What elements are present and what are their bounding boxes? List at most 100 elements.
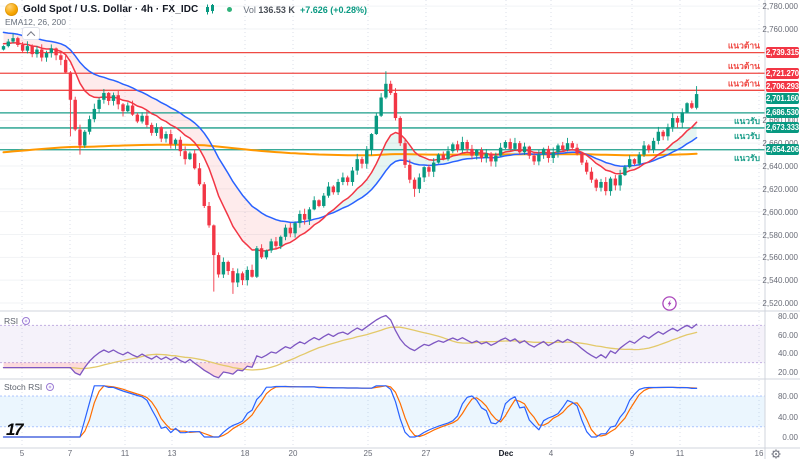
candle	[30, 46, 34, 55]
candle	[331, 186, 336, 193]
candle	[350, 170, 355, 182]
candle	[188, 153, 192, 160]
price-tick: 2,660.000	[762, 139, 798, 148]
candle	[408, 164, 412, 180]
time-tick: 25	[363, 449, 373, 458]
candle	[221, 261, 226, 275]
candle	[259, 248, 264, 258]
chart-type-candles-icon[interactable]	[205, 4, 215, 15]
candle	[49, 48, 53, 53]
candle	[283, 227, 288, 237]
resistance-label: แนวต้าน	[728, 41, 760, 51]
candle	[470, 148, 474, 156]
price-tick: 2,540.000	[762, 276, 798, 286]
candle	[627, 159, 632, 168]
candle	[403, 143, 407, 165]
candle	[116, 95, 120, 105]
time-tick: 4	[548, 449, 554, 458]
time-tick: 11	[120, 449, 130, 458]
support-label: แนวรับ	[734, 116, 760, 126]
stoch-tick: 0.00	[782, 433, 798, 442]
candle	[307, 209, 312, 220]
time-tick: 9	[629, 449, 635, 458]
candle	[508, 142, 512, 149]
candle	[637, 154, 641, 164]
candle	[604, 181, 608, 192]
ema-26-line	[2, 31, 698, 224]
candle	[106, 92, 111, 101]
candle	[78, 129, 82, 146]
candle	[336, 181, 340, 193]
candle	[475, 150, 479, 156]
candle	[584, 162, 589, 172]
candle	[302, 213, 307, 220]
rsi-tick: 80.00	[777, 312, 798, 321]
candle	[618, 175, 622, 186]
ema-legend[interactable]: EMA12, 26, 200	[5, 17, 66, 27]
candle	[441, 154, 445, 160]
candle	[183, 151, 187, 160]
candle	[489, 153, 493, 162]
stoch-rsi-label: Stoch RSI	[4, 382, 43, 392]
candle	[326, 186, 331, 196]
candle	[666, 127, 670, 137]
symbol-header: Gold Spot / U.S. Dollar · 4h · FX_IDC Vo…	[5, 3, 367, 16]
legend-collapse-button[interactable]	[22, 27, 40, 40]
candle	[556, 145, 560, 153]
candle	[575, 147, 579, 154]
candle	[25, 46, 30, 51]
time-axis[interactable]: 5 7 11 13 18 20 25 27 Dec 4 9 11 16	[0, 448, 765, 459]
market-status-dot[interactable]	[227, 7, 233, 12]
candle	[145, 115, 149, 125]
rsi-ma-line	[2, 326, 698, 371]
candle	[546, 148, 551, 159]
candle	[202, 184, 206, 206]
candle	[250, 269, 254, 277]
time-tick: 7	[67, 449, 73, 458]
price-tick: 2,580.000	[762, 230, 798, 240]
level-price-label: 2,686.530	[766, 107, 799, 119]
price-tick: 2,520.000	[762, 299, 798, 308]
symbol-title[interactable]: Gold Spot / U.S. Dollar · 4h · FX_IDC	[23, 4, 199, 15]
candle	[269, 241, 273, 251]
candle	[379, 97, 383, 116]
candle	[355, 159, 359, 171]
candle	[164, 134, 168, 139]
candle	[97, 99, 101, 109]
flash-icon[interactable]	[661, 295, 678, 312]
candle	[446, 151, 450, 160]
price-tick: 2,600.000	[762, 207, 798, 217]
rsi-indicator-icon[interactable]	[22, 317, 31, 325]
ema-lines	[2, 31, 698, 252]
rsi-oversold-fill	[3, 362, 697, 378]
candle	[432, 162, 436, 172]
rsi-pane-label[interactable]: RSI	[4, 316, 31, 326]
candle	[226, 261, 230, 272]
price-axis[interactable]: 2,780.000 2,760.000 2,680.000 2,660.000 2,64…	[762, 0, 800, 448]
rsi-tick: 60.00	[777, 330, 798, 340]
channel-watermark: 17	[6, 420, 23, 439]
candle	[216, 255, 221, 275]
candle	[551, 152, 555, 159]
candle	[197, 168, 202, 185]
candle	[54, 48, 58, 56]
candle	[594, 179, 598, 188]
level-price-label: 2,739.315	[766, 47, 799, 59]
candle	[580, 153, 584, 163]
stoch-pane-label[interactable]: Stoch RSI	[4, 382, 55, 392]
candle	[298, 213, 302, 224]
candle	[527, 146, 531, 156]
axis-settings-gear-icon[interactable]	[771, 449, 781, 459]
rsi-pane	[0, 314, 765, 379]
candle	[479, 150, 484, 159]
support-label: แนวรับ	[734, 131, 760, 141]
candle	[240, 273, 245, 281]
stoch-indicator-icon[interactable]	[46, 383, 55, 391]
time-tick: 5	[19, 449, 25, 458]
price-change: +7.626 (+0.28%)	[299, 4, 367, 15]
candle	[68, 72, 73, 100]
candle	[427, 167, 431, 172]
candle	[212, 225, 216, 256]
